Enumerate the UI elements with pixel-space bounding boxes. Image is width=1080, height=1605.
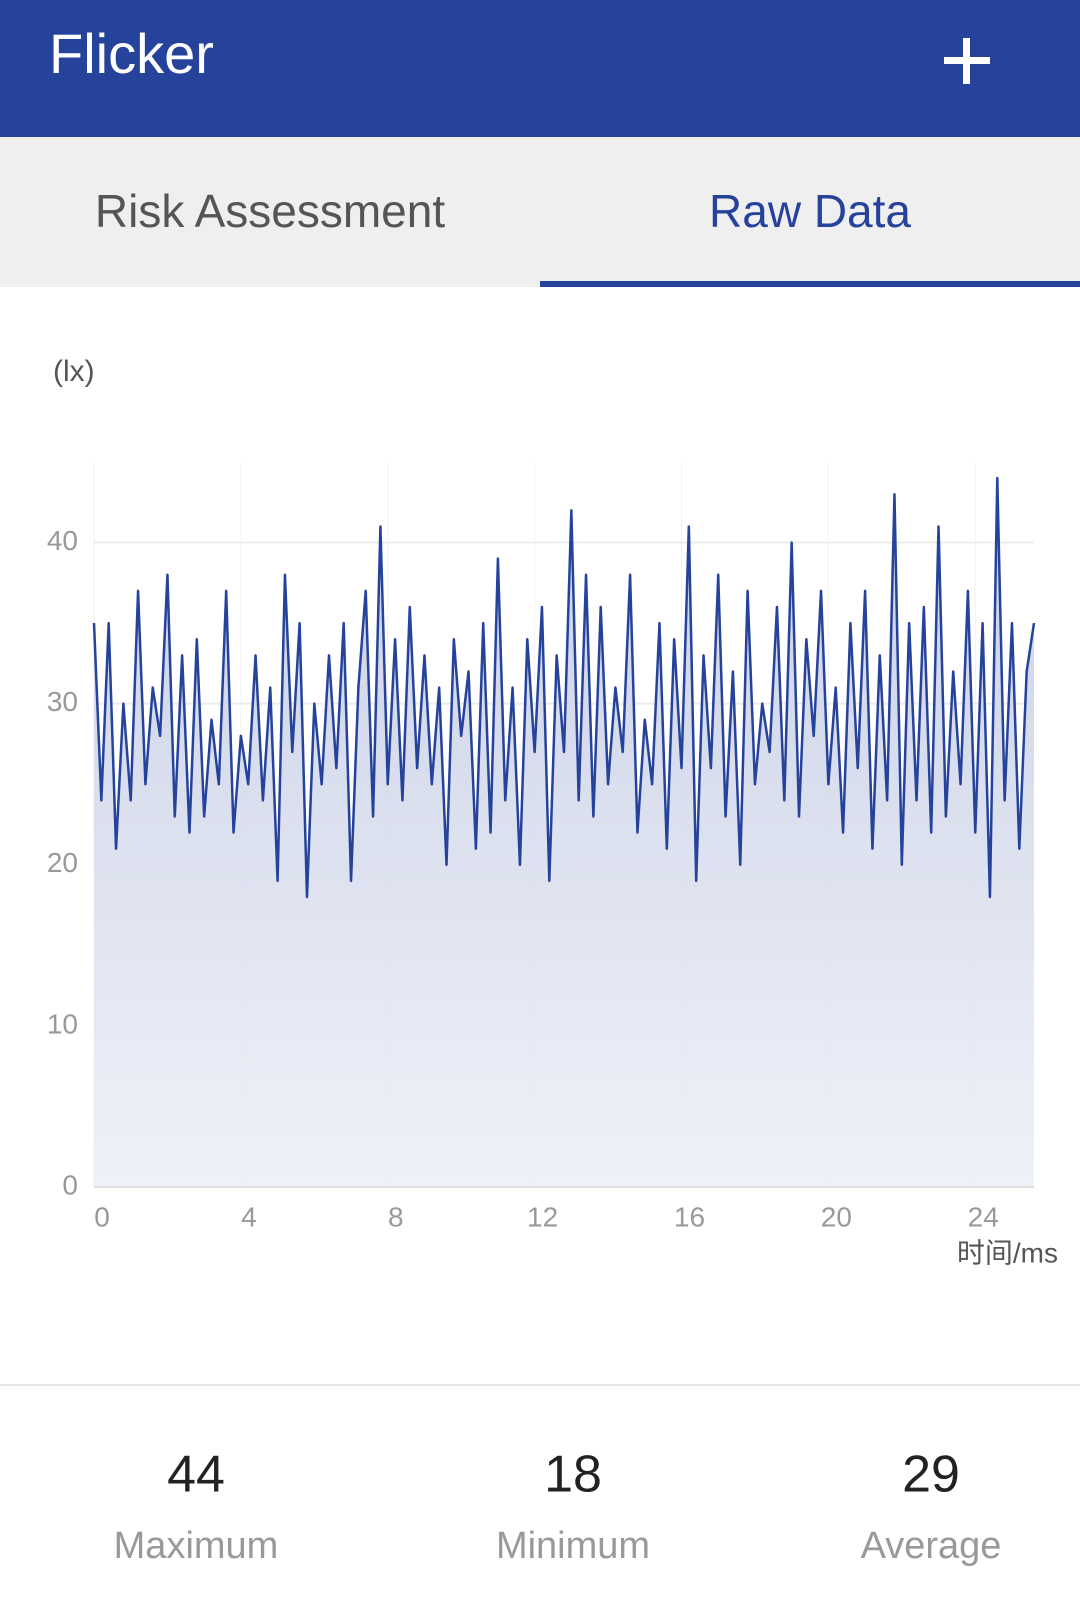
stat-label: Maximum bbox=[114, 1525, 279, 1567]
x-tick-label: 20 bbox=[821, 1201, 852, 1232]
stat-label: Average bbox=[861, 1525, 1002, 1567]
stat-value: 18 bbox=[544, 1446, 602, 1504]
add-icon-v bbox=[963, 38, 970, 84]
tab-indicator bbox=[540, 281, 1080, 287]
x-tick-label: 16 bbox=[674, 1201, 705, 1232]
x-tick-label: 12 bbox=[527, 1201, 558, 1232]
x-tick-label: 0 bbox=[94, 1201, 110, 1232]
data-line bbox=[92, 476, 1036, 899]
y-axis-label: (lx) bbox=[53, 355, 95, 388]
x-tick-label: 8 bbox=[388, 1201, 404, 1232]
stat-value: 44 bbox=[167, 1446, 225, 1504]
y-tick-label: 40 bbox=[47, 525, 78, 556]
app-title: Flicker bbox=[49, 22, 214, 85]
y-tick-label: 20 bbox=[47, 847, 78, 878]
add-button[interactable] bbox=[925, 20, 1005, 100]
tab[interactable]: Risk Assessment bbox=[95, 185, 445, 237]
x-axis-label: 时间/ms bbox=[957, 1237, 1058, 1268]
app-bar bbox=[0, 0, 1080, 137]
tab-bar bbox=[0, 137, 1080, 287]
y-tick-label: 0 bbox=[62, 1169, 78, 1200]
stats: 44 Maximum 18 Minimum 29 Average bbox=[114, 1446, 1002, 1567]
plot: 0 4 8 12 16 20 24 0 10 20 30 40 bbox=[47, 462, 1036, 1232]
y-tick-label: 10 bbox=[47, 1008, 78, 1039]
x-tick-label: 24 bbox=[968, 1201, 999, 1232]
x-tick-label: 4 bbox=[241, 1201, 257, 1232]
y-tick-label: 30 bbox=[47, 686, 78, 717]
tab-active[interactable]: Raw Data bbox=[709, 185, 911, 237]
stat-value: 29 bbox=[902, 1446, 960, 1504]
stat-label: Minimum bbox=[496, 1525, 650, 1567]
